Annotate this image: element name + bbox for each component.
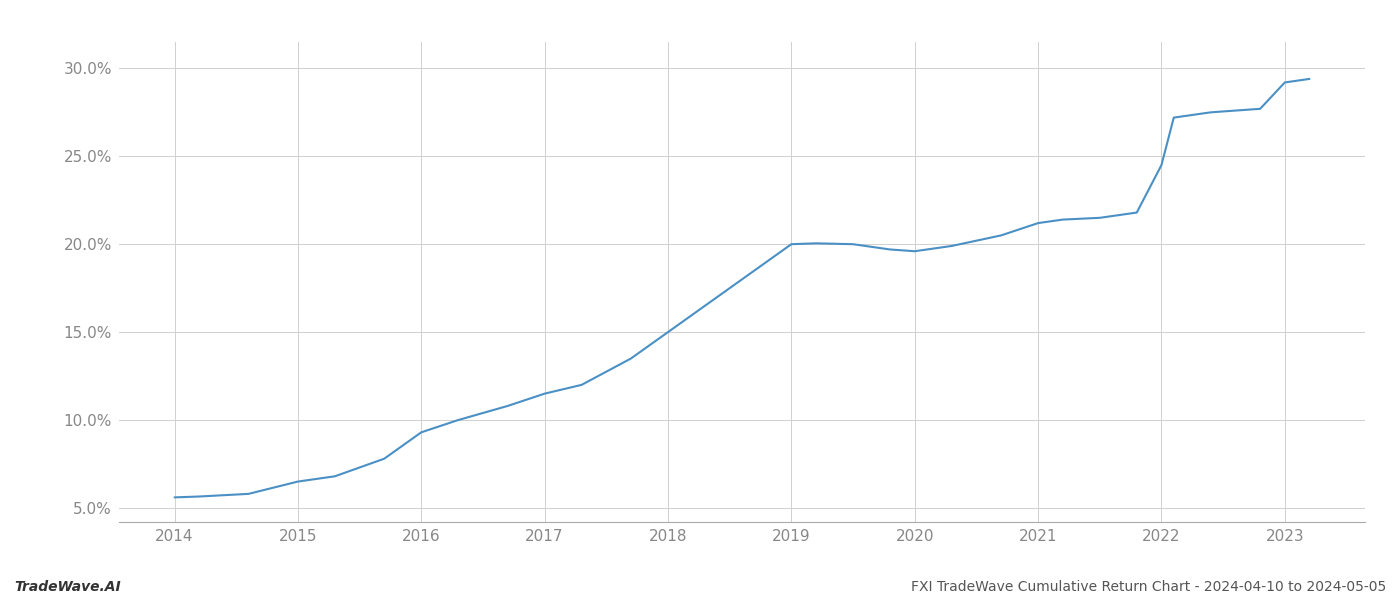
Text: FXI TradeWave Cumulative Return Chart - 2024-04-10 to 2024-05-05: FXI TradeWave Cumulative Return Chart - … (911, 580, 1386, 594)
Text: TradeWave.AI: TradeWave.AI (14, 580, 120, 594)
